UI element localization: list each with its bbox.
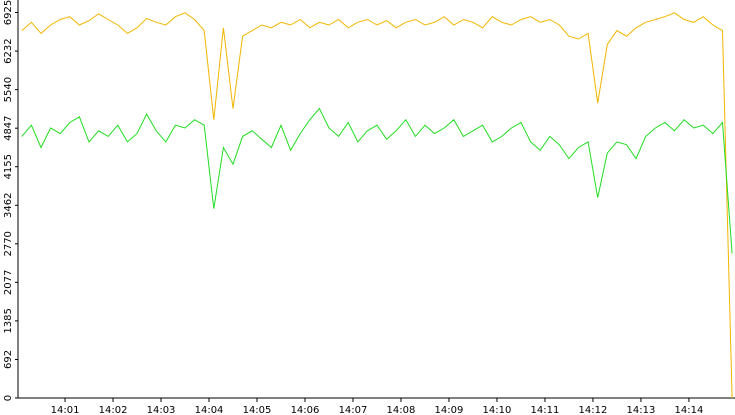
x-tick-label: 14:14 (675, 405, 704, 415)
x-tick-label: 14:12 (579, 405, 608, 415)
y-tick-label: 4155 (3, 154, 14, 179)
x-tick-label: 14:02 (99, 405, 128, 415)
x-tick-label: 14:03 (147, 405, 176, 415)
x-tick-label: 14:11 (531, 405, 560, 415)
y-tick-label: 6925 (3, 0, 14, 25)
y-tick-label: 692 (3, 350, 14, 369)
y-tick-label: 3462 (3, 193, 14, 218)
x-tick-label: 14:07 (339, 405, 368, 415)
y-tick-label: 6232 (3, 38, 14, 63)
series-line (21, 107, 733, 254)
x-tick-label: 14:13 (627, 405, 656, 415)
x-tick-label: 14:01 (51, 405, 80, 415)
y-tick-label: 2077 (3, 270, 14, 295)
x-tick-label: 14:04 (195, 405, 224, 415)
y-tick-label: 2770 (3, 231, 14, 256)
y-tick-label: 4847 (3, 115, 14, 140)
series-line (21, 12, 733, 399)
x-tick-label: 14:10 (483, 405, 512, 415)
x-tick-label: 14:06 (291, 405, 320, 415)
x-tick-label: 14:09 (435, 405, 464, 415)
y-tick-label: 5540 (3, 77, 14, 102)
x-tick-label: 14:05 (243, 405, 272, 415)
y-tick-label: 0 (3, 395, 14, 401)
y-tick-label: 1385 (3, 308, 14, 333)
x-tick-label: 14:08 (387, 405, 416, 415)
